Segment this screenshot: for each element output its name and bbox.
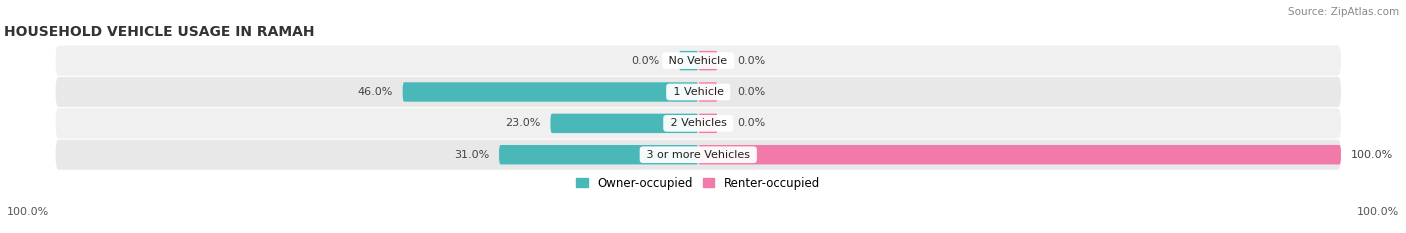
Text: 100.0%: 100.0% bbox=[1351, 150, 1393, 160]
Text: 0.0%: 0.0% bbox=[631, 56, 659, 66]
Text: 1 Vehicle: 1 Vehicle bbox=[669, 87, 727, 97]
Text: 0.0%: 0.0% bbox=[737, 56, 765, 66]
Text: Source: ZipAtlas.com: Source: ZipAtlas.com bbox=[1288, 7, 1399, 17]
Text: 0.0%: 0.0% bbox=[737, 118, 765, 128]
FancyBboxPatch shape bbox=[402, 82, 699, 102]
FancyBboxPatch shape bbox=[699, 51, 717, 70]
FancyBboxPatch shape bbox=[499, 145, 699, 164]
Text: 100.0%: 100.0% bbox=[1357, 207, 1399, 217]
Text: No Vehicle: No Vehicle bbox=[665, 56, 731, 66]
FancyBboxPatch shape bbox=[551, 114, 699, 133]
Text: 100.0%: 100.0% bbox=[7, 207, 49, 217]
Text: 2 Vehicles: 2 Vehicles bbox=[666, 118, 730, 128]
FancyBboxPatch shape bbox=[699, 145, 1341, 164]
Text: 3 or more Vehicles: 3 or more Vehicles bbox=[643, 150, 754, 160]
Text: 23.0%: 23.0% bbox=[505, 118, 541, 128]
FancyBboxPatch shape bbox=[56, 108, 1341, 138]
Text: HOUSEHOLD VEHICLE USAGE IN RAMAH: HOUSEHOLD VEHICLE USAGE IN RAMAH bbox=[4, 25, 315, 39]
FancyBboxPatch shape bbox=[56, 140, 1341, 170]
FancyBboxPatch shape bbox=[679, 51, 699, 70]
Text: 31.0%: 31.0% bbox=[454, 150, 489, 160]
FancyBboxPatch shape bbox=[699, 82, 717, 102]
Text: 46.0%: 46.0% bbox=[357, 87, 394, 97]
Legend: Owner-occupied, Renter-occupied: Owner-occupied, Renter-occupied bbox=[572, 172, 825, 194]
FancyBboxPatch shape bbox=[56, 77, 1341, 107]
Text: 0.0%: 0.0% bbox=[737, 87, 765, 97]
FancyBboxPatch shape bbox=[699, 114, 717, 133]
FancyBboxPatch shape bbox=[56, 46, 1341, 76]
